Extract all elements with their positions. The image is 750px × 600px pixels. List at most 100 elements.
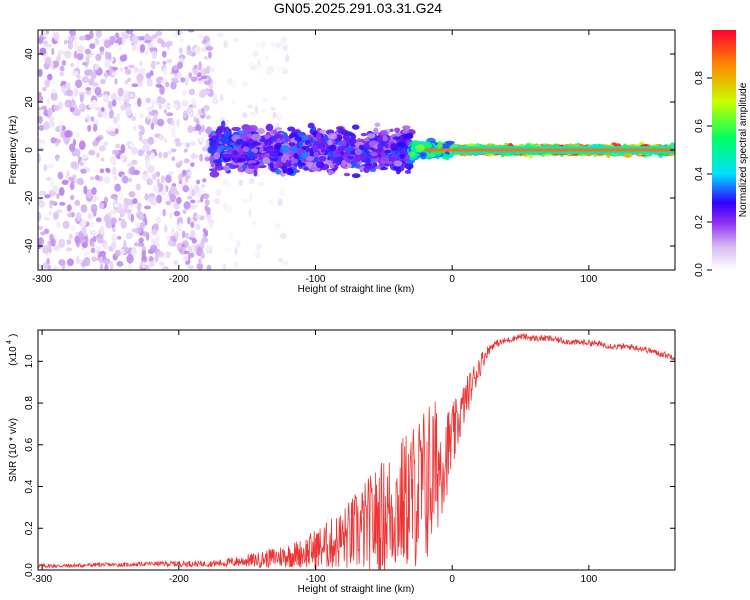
- colorbar-tick-label: 0.8: [694, 71, 705, 85]
- spectrogram-cell: [123, 239, 127, 250]
- spectrogram-cell: [249, 193, 253, 203]
- spectrogram-cell: [141, 173, 149, 181]
- x-tick-label: 0: [449, 274, 455, 285]
- spectrogram-cell: [442, 154, 449, 160]
- spectrogram-cell: [272, 129, 278, 135]
- spectrogram-cell: [55, 209, 63, 214]
- spectrogram-cell: [282, 153, 290, 159]
- spectrogram-cell: [51, 60, 60, 68]
- spectrogram-cell: [188, 72, 193, 79]
- spectrogram-cell: [203, 133, 209, 138]
- spectrogram-cell: [38, 225, 43, 231]
- spectrogram-cell: [203, 55, 208, 60]
- spectrogram-cell: [59, 71, 64, 77]
- spectrogram-cell: [293, 152, 299, 159]
- spectrogram-cell: [69, 30, 76, 37]
- spectrogram-cell: [84, 48, 91, 55]
- spectrogram-cell: [238, 179, 244, 187]
- spectrogram-cell: [48, 120, 56, 128]
- spectrogram-cell: [138, 213, 144, 220]
- spectrogram-cell: [173, 260, 178, 265]
- spectrogram-cell: [50, 88, 58, 94]
- spectrogram-cell: [76, 75, 82, 79]
- colorbar-gradient: [712, 30, 736, 270]
- spectrogram-cell: [249, 30, 258, 33]
- spectrogram-cell: [190, 221, 195, 228]
- spectrogram-cell: [68, 177, 75, 181]
- colorbar: 0.0 0.2 0.4 0.6 0.8 Normalized spectral ampl…: [694, 30, 749, 277]
- spectrogram-cell: [280, 145, 290, 153]
- spectrogram-cell: [183, 158, 190, 164]
- spectrogram-cell: [207, 51, 212, 59]
- spectrogram-cell: [248, 177, 255, 185]
- spectrogram-cell: [69, 182, 75, 191]
- spectrogram-cell: [117, 235, 122, 240]
- spectrogram-cell: [64, 99, 72, 108]
- spectrogram-cell: [150, 244, 158, 252]
- spectrogram-cell: [389, 128, 394, 132]
- spectrogram-cell: [108, 51, 112, 61]
- spectrogram-cell: [354, 148, 362, 156]
- spectrogram-cell: [118, 217, 122, 222]
- spectrogram-cell: [202, 178, 207, 183]
- spectrogram-cell: [249, 112, 256, 116]
- spectrogram-cell: [182, 185, 189, 193]
- spectrogram-cell: [117, 96, 122, 101]
- spectrogram-cell: [125, 106, 133, 117]
- spectrogram-cell: [99, 46, 105, 53]
- spectrogram-cell: [56, 221, 61, 229]
- spectrogram-cell: [223, 40, 228, 49]
- spectrogram-cell: [183, 201, 191, 210]
- spectrogram-cell: [303, 167, 309, 171]
- spectrogram-cell: [69, 36, 74, 46]
- spectrogram-cell: [38, 138, 42, 144]
- spectrogram-cell: [70, 225, 76, 231]
- spectrogram-cell: [309, 151, 314, 157]
- spectrogram-cell: [319, 129, 327, 134]
- spectrogram-cell: [166, 43, 170, 50]
- y-tick-label: 0.0: [24, 563, 35, 577]
- spectrogram-cell: [71, 98, 76, 108]
- spectrogram-cell: [112, 149, 120, 155]
- spectrogram-cell: [92, 140, 99, 147]
- spectrogram-cell: [174, 230, 180, 238]
- spectrogram-cell: [217, 33, 224, 38]
- spectrogram-y-ticks: -40 -20 0 20 40: [24, 48, 675, 253]
- spectrogram-cell: [139, 36, 146, 41]
- spectrogram-cell: [285, 54, 290, 63]
- spectrogram-cell: [343, 172, 351, 177]
- spectrogram-cell: [181, 230, 186, 239]
- spectrogram-cell: [398, 150, 409, 154]
- spectrogram-cell: [53, 105, 60, 111]
- spectrogram-cell: [209, 145, 217, 154]
- x-tick-label: -200: [169, 574, 189, 585]
- spectrogram-cell: [137, 97, 142, 108]
- spectrogram-cell: [151, 49, 158, 60]
- spectrogram-cell: [142, 143, 150, 153]
- spectrogram-cell: [163, 151, 168, 159]
- spectrogram-cell: [297, 141, 303, 148]
- spectrogram-cell: [290, 157, 295, 161]
- spectrogram-cell: [138, 237, 144, 244]
- spectrogram-cell: [46, 257, 50, 265]
- spectrogram-cell: [252, 50, 259, 58]
- spectrogram-cell: [324, 160, 333, 165]
- spectrogram-cell: [95, 106, 101, 111]
- spectrogram-cell: [110, 92, 118, 102]
- spectrogram-cell: [108, 109, 114, 119]
- spectrogram-cell: [78, 104, 83, 110]
- spectrogram-cell: [161, 41, 168, 48]
- spectrogram-cell: [260, 108, 267, 113]
- spectrogram-cell: [117, 36, 123, 43]
- spectrogram-cell: [152, 223, 159, 230]
- spectrogram-cell: [265, 55, 269, 60]
- spectrogram-cell: [71, 70, 79, 77]
- spectrogram-cell: [171, 120, 175, 127]
- spectrogram-cell: [94, 174, 100, 181]
- spectrogram-cell: [131, 115, 137, 121]
- spectrogram-cell: [183, 250, 190, 255]
- spectrogram-cell: [264, 134, 271, 139]
- spectrogram-cell: [109, 65, 113, 75]
- spectrogram-cell: [289, 142, 296, 147]
- spectrogram-cell: [151, 228, 158, 236]
